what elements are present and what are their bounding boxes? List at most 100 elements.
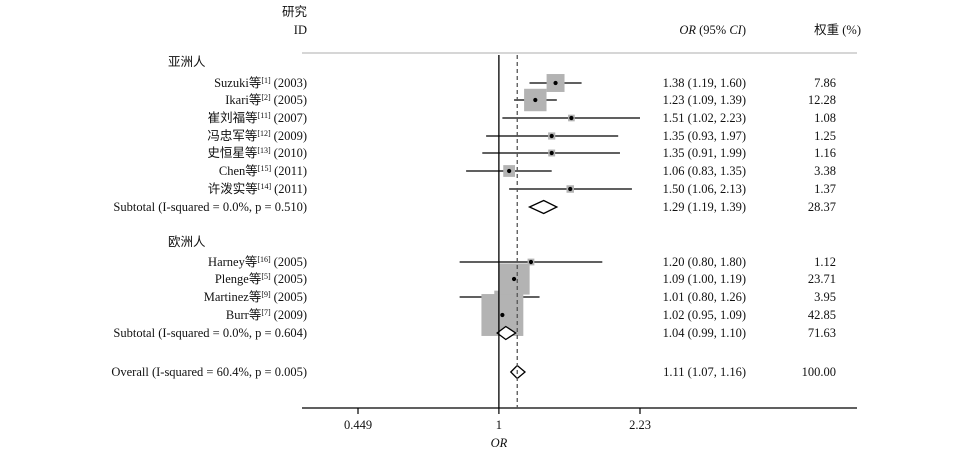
study-label-year: (2010) — [274, 146, 307, 160]
header-weight-label: 权重 (%) — [814, 22, 861, 37]
study-label-year: (2009) — [274, 129, 307, 143]
study-ci-text: 1.06 (0.83, 1.35) — [663, 164, 746, 178]
study-weight-text: 42.85 — [808, 308, 836, 322]
study-label-year: (2005) — [274, 272, 307, 286]
study-point-estimate — [500, 312, 505, 318]
study-ci-text: 1.35 (0.93, 1.97) — [663, 129, 746, 143]
study-weight-text: 1.08 — [814, 111, 836, 125]
study-point-estimate — [507, 168, 512, 174]
study-label: Martinez等[9] (2005) — [204, 289, 307, 304]
study-label-year: (2005) — [274, 93, 307, 107]
study-weight-text: 12.28 — [808, 93, 836, 107]
subtotal-diamond — [496, 325, 517, 341]
study-weight-text: 1.25 — [814, 129, 836, 143]
x-tick-label: 1 — [496, 418, 502, 432]
study-ci-text: 1.38 (1.19, 1.60) — [663, 76, 746, 90]
study-label-year: (2005) — [274, 255, 307, 269]
study-label-ref: [13] — [257, 146, 271, 155]
study-ci-text: 1.51 (1.02, 2.23) — [663, 111, 746, 125]
study-label-year: (2007) — [274, 111, 307, 125]
study-label-ref: [15] — [258, 164, 272, 173]
study-label: 史恒星等[13] (2010) — [207, 145, 307, 160]
subtotal-diamond — [527, 199, 559, 215]
study-label-name: Harney等 — [208, 254, 257, 269]
study-point-estimate — [511, 276, 517, 282]
study-ci-text: 1.01 (0.80, 1.26) — [663, 290, 746, 304]
subtotal-weight-text: 71.63 — [808, 326, 836, 340]
study-label: 冯忠军等[12] (2009) — [207, 128, 307, 143]
study-label: Ikari等[2] (2005) — [225, 92, 307, 107]
study-weight-text: 3.38 — [814, 164, 836, 178]
study-weight-text: 7.86 — [814, 76, 836, 90]
study-point-estimate — [568, 186, 573, 192]
study-label-name: 许泼实等 — [208, 181, 258, 196]
overall-ci-text: 1.11 (1.07, 1.16) — [663, 365, 746, 379]
x-tick-label: 0.449 — [344, 418, 372, 432]
study-label-ref: [2] — [261, 93, 271, 102]
study-label-ref: [12] — [257, 129, 271, 138]
study-point-estimate — [553, 80, 558, 86]
study-label: Chen等[15] (2011) — [219, 163, 307, 178]
study-label-ref: [7] — [261, 308, 271, 317]
study-point-estimate — [549, 133, 554, 139]
study-weight-text: 23.71 — [808, 272, 836, 286]
study-label-ref: [1] — [261, 76, 271, 85]
study-label-name: Plenge等 — [215, 271, 262, 286]
study-label-name: 冯忠军等 — [207, 128, 257, 143]
study-label: Suzuki等[1] (2003) — [214, 75, 307, 90]
header-study-label: 研究 — [282, 4, 308, 19]
study-label-ref: [11] — [258, 111, 271, 120]
header-or-paren: (95% — [696, 23, 729, 37]
subtotal-ci-text: 1.04 (0.99, 1.10) — [663, 326, 746, 340]
study-label-name: 史恒星等 — [207, 145, 257, 160]
study-label-year: (2011) — [274, 182, 307, 196]
subtotal-label: Subtotal (I-squared = 0.0%, p = 0.604) — [113, 326, 307, 340]
group-label: 欧洲人 — [168, 235, 206, 249]
study-point-estimate — [569, 115, 574, 121]
x-axis-label: OR — [491, 436, 508, 450]
subtotal-weight-text: 28.37 — [808, 200, 836, 214]
study-point-estimate — [549, 150, 554, 156]
study-ci-text: 1.02 (0.95, 1.09) — [663, 308, 746, 322]
x-axis-ticks: 0.449 1 2.23 — [344, 408, 651, 432]
study-label-ref: [16] — [257, 255, 271, 264]
study-point-estimate — [528, 259, 534, 265]
study-label-name: Ikari等 — [225, 92, 261, 107]
study-label: 许泼实等[14] (2011) — [208, 181, 307, 196]
header-id-label: ID — [294, 23, 307, 37]
header-or-italic: OR — [679, 23, 696, 37]
subtotal-label: Subtotal (I-squared = 0.0%, p = 0.510) — [113, 200, 307, 214]
study-label: Burr等[7] (2009) — [226, 307, 307, 322]
study-label-year: (2005) — [274, 290, 307, 304]
study-ci-text: 1.20 (0.80, 1.80) — [663, 255, 746, 269]
header-ci-italic: CI — [729, 23, 742, 37]
overall-label: Overall (I-squared = 60.4%, p = 0.005) — [111, 365, 307, 379]
study-point-estimate — [533, 97, 538, 103]
overall-weight-text: 100.00 — [802, 365, 836, 379]
study-weight-text: 3.95 — [814, 290, 836, 304]
study-label-year: (2011) — [274, 164, 307, 178]
subtotal-ci-text: 1.29 (1.19, 1.39) — [663, 200, 746, 214]
study-weight-text: 1.12 — [814, 255, 836, 269]
study-label-year: (2009) — [274, 308, 307, 322]
study-ci-text: 1.35 (0.91, 1.99) — [663, 146, 746, 160]
x-tick-label: 2.23 — [629, 418, 651, 432]
study-label: 崔刘福等[11] (2007) — [208, 110, 307, 125]
study-label-name: Chen等 — [219, 163, 258, 178]
study-label: Plenge等[5] (2005) — [215, 271, 307, 286]
study-label-ref: [9] — [261, 290, 271, 299]
study-ci-text: 1.23 (1.09, 1.39) — [663, 93, 746, 107]
study-ci-text: 1.09 (1.00, 1.19) — [663, 272, 746, 286]
study-label-name: Suzuki等 — [214, 75, 261, 90]
study-label-year: (2003) — [274, 76, 307, 90]
header-or-close: ) — [742, 23, 746, 37]
study-label-name: 崔刘福等 — [208, 110, 258, 125]
study-weight-text: 1.16 — [814, 146, 836, 160]
forest-rows: 亚洲人 Suzuki等[1] (2003) 1.38 (1.19, 1.60) 7.86… — [111, 55, 836, 380]
study-ci-text: 1.50 (1.06, 2.13) — [663, 182, 746, 196]
study-label: Harney等[16] (2005) — [208, 254, 307, 269]
study-weight-text: 1.37 — [814, 182, 836, 196]
study-label-name: Martinez等 — [204, 289, 262, 304]
group-label: 亚洲人 — [168, 55, 206, 69]
